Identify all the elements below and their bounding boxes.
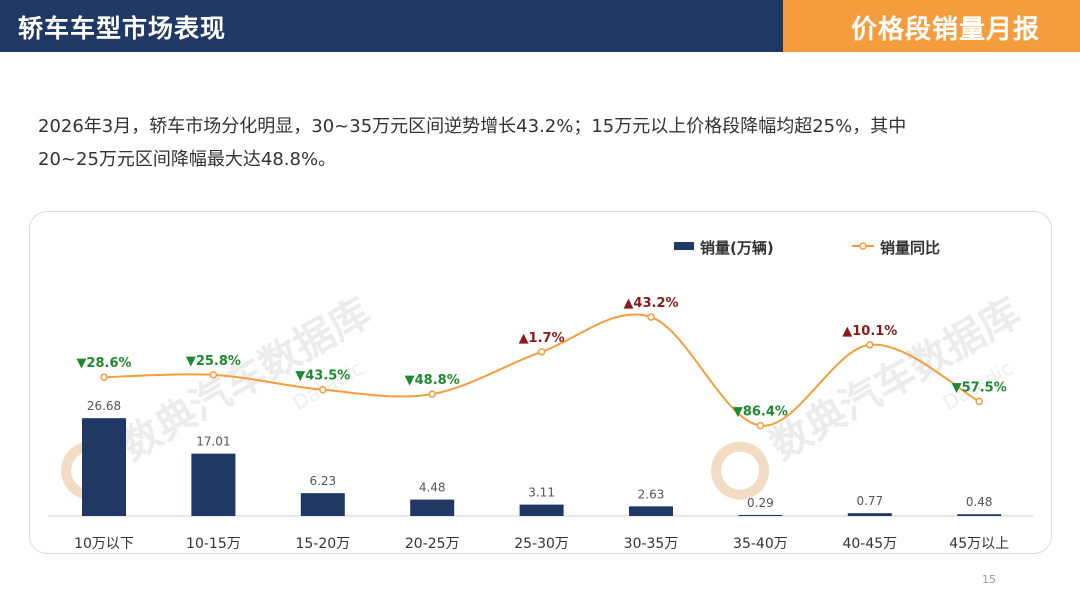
summary-line-1: 2026年3月，轿车市场分化明显，30~35万元区间逆势增长43.2%；15万元…	[38, 116, 907, 137]
yoy-label-7: ▲10.1%	[842, 324, 897, 339]
legend-line-label: 销量同比	[880, 239, 940, 257]
yoy-point-2	[319, 385, 327, 394]
summary-line-2: 20~25万元区间降幅最大达48.8%。	[38, 149, 337, 170]
bar-label-4: 3.11	[528, 486, 555, 500]
x-tick-0: 10万以下	[74, 536, 134, 552]
yoy-point-3	[428, 390, 436, 398]
summary-text: 2026年3月，轿车市场分化明显，30~35万元区间逆势增长43.2%；15万元…	[38, 110, 1048, 176]
yoy-label-6: ▼86.4%	[733, 405, 788, 420]
bar-6	[738, 514, 783, 516]
yoy-label-1: ▼25.8%	[186, 354, 241, 369]
bar-label-1: 17.01	[196, 435, 230, 449]
x-tick-2: 15-20万	[295, 536, 350, 552]
yoy-point-7	[866, 341, 874, 349]
header-bar: 轿车车型市场表现	[0, 0, 783, 52]
yoy-label-0: ▼28.6%	[76, 356, 131, 371]
page-title: 轿车车型市场表现	[18, 14, 227, 43]
bar-label-6: 0.29	[747, 496, 774, 510]
report-title: 价格段销量月报	[850, 15, 1040, 45]
bar-7	[847, 513, 892, 516]
bar-0	[82, 418, 126, 516]
bar-label-0: 26.68	[87, 399, 121, 413]
bar-label-5: 2.63	[638, 487, 665, 501]
x-tick-3: 20-25万	[405, 536, 460, 552]
bar-label-2: 6.23	[309, 474, 336, 488]
yoy-label-8: ▼57.5%	[952, 380, 1007, 395]
bar-4	[519, 504, 564, 516]
x-tick-7: 40-45万	[842, 536, 897, 552]
yoy-point-6	[756, 421, 765, 430]
bar-5	[629, 506, 673, 516]
legend-line-marker	[859, 242, 867, 250]
yoy-label-4: ▲1.7%	[519, 331, 565, 346]
yoy-point-1	[209, 371, 218, 379]
page-number: 15	[982, 573, 996, 586]
x-tick-8: 45万以上	[949, 536, 1009, 552]
bar-1	[191, 453, 236, 516]
yoy-point-0	[100, 373, 108, 381]
x-tick-5: 30-35万	[624, 536, 679, 552]
bar-label-3: 4.48	[419, 481, 446, 495]
legend-bar-label: 销量(万辆)	[700, 239, 774, 257]
yoy-label-2: ▼43.5%	[295, 369, 350, 384]
x-tick-6: 35-40万	[733, 536, 788, 552]
bar-2	[300, 493, 345, 516]
yoy-point-8	[975, 397, 983, 406]
yoy-label-5: ▲43.2%	[623, 296, 678, 311]
bar-label-8: 0.48	[966, 495, 993, 509]
chart-card: 数典汽车数据库 Datadic 数典汽车数据库 Datadic 销量(万辆) 销量同比 26…	[29, 211, 1052, 554]
yoy-point-5	[647, 313, 655, 321]
x-tick-4: 25-30万	[514, 536, 569, 552]
bar-label-7: 0.77	[856, 494, 883, 508]
legend-bar-swatch	[674, 242, 694, 250]
yoy-point-4	[537, 348, 546, 356]
report-badge: 价格段销量月报	[783, 0, 1080, 52]
bar-8	[957, 514, 1002, 516]
yoy-line	[103, 313, 980, 427]
watermark-logo	[711, 441, 770, 500]
x-tick-1: 10-15万	[186, 536, 241, 552]
bar-3	[410, 499, 455, 516]
yoy-label-3: ▼48.8%	[405, 373, 460, 388]
